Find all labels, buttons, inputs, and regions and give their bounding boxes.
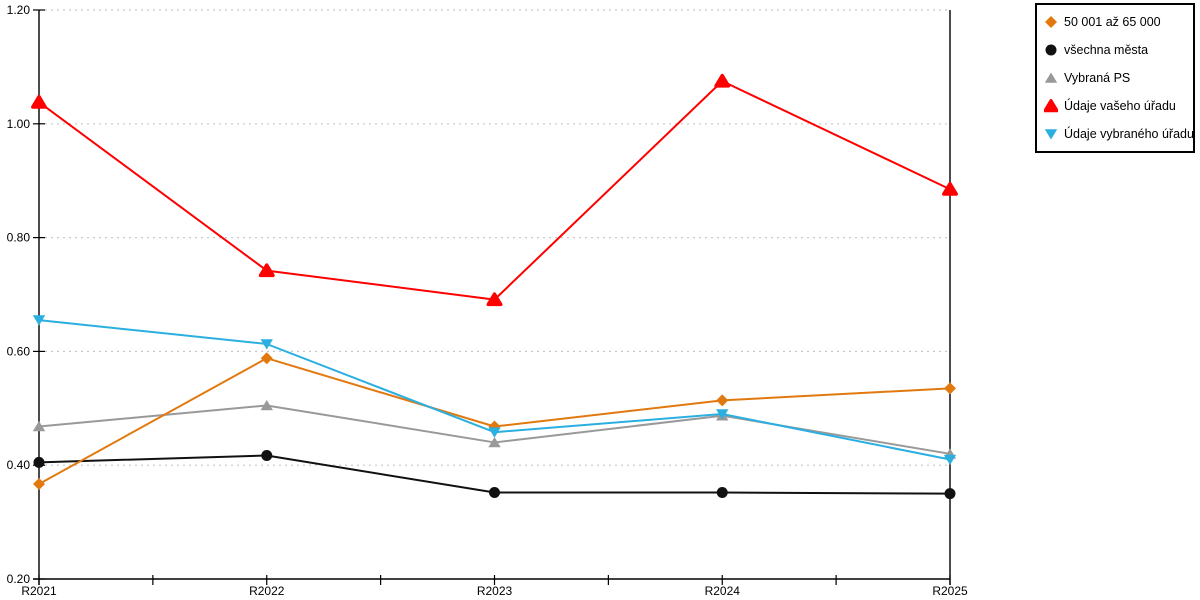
- data-point-marker: [32, 315, 46, 326]
- series-1: [33, 450, 956, 500]
- x-axis-label: R2024: [705, 584, 741, 598]
- legend-label: 50 001 až 65 000: [1064, 15, 1161, 29]
- data-point-marker: [714, 73, 731, 88]
- data-point-marker: [260, 352, 273, 365]
- legend-label: Údaje vašeho úřadu: [1064, 99, 1176, 113]
- legend-item-1: všechna města: [1044, 36, 1193, 64]
- data-point-marker: [942, 181, 958, 196]
- triangle-up-icon: [1044, 72, 1058, 83]
- series-3: [31, 73, 958, 307]
- x-axis-label: R2023: [477, 584, 513, 598]
- x-axis-label: R2022: [249, 584, 285, 598]
- gridlines: [39, 9, 950, 466]
- legend-item-3: Údaje vašeho úřadu: [1044, 92, 1193, 120]
- data-point-marker: [944, 488, 956, 500]
- y-axis-label: 1.00: [7, 117, 31, 131]
- x-axis-label: R2025: [932, 584, 968, 598]
- data-point-marker: [488, 427, 501, 438]
- series-4: [32, 315, 957, 466]
- triangle-up-rounded-icon: [1044, 99, 1058, 113]
- y-axis-label: 0.60: [7, 344, 31, 358]
- data-point-marker: [716, 394, 729, 407]
- triangle-down-icon: [1044, 129, 1058, 140]
- data-point-marker: [716, 487, 728, 499]
- y-axis-label: 1.20: [7, 3, 31, 17]
- data-point-marker: [489, 487, 500, 499]
- data-point-marker: [260, 339, 273, 350]
- data-point-marker: [488, 436, 501, 448]
- legend-item-2: Vybraná PS: [1044, 64, 1193, 92]
- circle-icon: [1045, 44, 1057, 56]
- data-point-marker: [33, 456, 45, 468]
- data-point-marker: [486, 292, 503, 307]
- axis-labels: 0.20 0.40 0.60 0.80 1.00 1.20 R2021 R2022 R2023 R…: [7, 3, 968, 598]
- y-axis-label: 0.40: [7, 458, 31, 472]
- data-point-marker: [260, 399, 273, 411]
- legend-label: všechna města: [1064, 43, 1149, 57]
- data-point-marker: [261, 450, 273, 462]
- data-point-marker: [716, 409, 729, 420]
- data-point-marker: [943, 454, 957, 466]
- legend-label: Vybraná PS: [1064, 71, 1131, 85]
- legend-item-0: 50 001 až 65 000: [1044, 8, 1193, 36]
- data-point-marker: [31, 94, 47, 109]
- data-point-marker: [944, 382, 956, 395]
- data-point-marker: [32, 421, 46, 432]
- y-axis-label: 0.20: [7, 572, 31, 586]
- x-axis-label: R2021: [21, 584, 57, 598]
- legend-item-4: Údaje vybraného úřadu: [1044, 120, 1194, 148]
- legend-label: Údaje vybraného úřadu: [1064, 127, 1194, 141]
- legend: 50 001 až 65 000 všechna města Vybraná PS Ú…: [1035, 3, 1195, 153]
- diamond-icon: [1045, 16, 1057, 28]
- series-0: [33, 352, 956, 490]
- series-line: [38, 80, 951, 301]
- data-point-marker: [33, 477, 45, 490]
- data-point-marker: [258, 263, 275, 278]
- y-axis-label: 0.80: [7, 231, 31, 245]
